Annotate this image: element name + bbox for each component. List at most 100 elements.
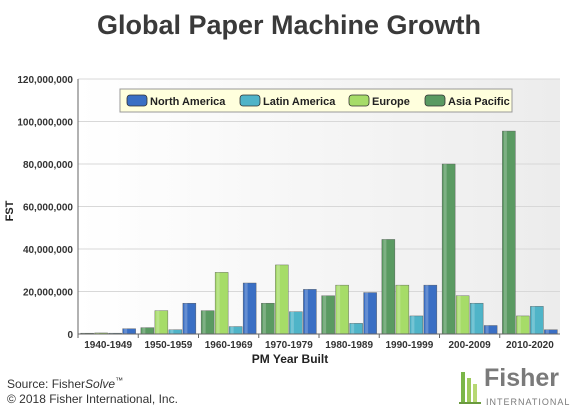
legend-item-europe: Europe xyxy=(348,94,410,108)
bar-north-america xyxy=(303,289,317,335)
y-tick-label: 20,000,000 xyxy=(23,288,73,299)
bar-asia-pacific xyxy=(441,163,456,335)
y-tick-label: 80,000,000 xyxy=(23,160,73,171)
bar-asia-pacific xyxy=(261,302,275,335)
x-tick-label: 1960-1969 xyxy=(205,340,253,351)
y-tick-label: 120,000,000 xyxy=(17,75,73,86)
bar-highlight xyxy=(531,306,535,334)
chart-title: Global Paper Machine Growth xyxy=(96,10,482,40)
bar-europe xyxy=(516,315,530,335)
x-tick-label: 1950-1959 xyxy=(144,340,192,351)
legend-swatch xyxy=(348,94,370,107)
legend-swatch xyxy=(239,94,261,107)
y-tick-label: 0 xyxy=(67,330,73,341)
bar-highlight xyxy=(290,311,294,334)
bar-north-america xyxy=(242,282,257,335)
bar-highlight xyxy=(485,325,489,334)
bar-europe xyxy=(455,295,470,335)
x-axis-ticks: 1940-1949 1950-1959 1960-1969 1970-1979 1980… xyxy=(77,334,554,351)
bar-highlight xyxy=(244,283,248,334)
legend-label: Asia Pacific xyxy=(448,96,510,108)
bar-highlight xyxy=(96,332,100,334)
bar-highlight xyxy=(216,272,220,334)
bar-highlight xyxy=(323,295,327,334)
trademark-symbol: ™ xyxy=(115,376,124,385)
bar-latin-america xyxy=(349,323,363,335)
bar-highlight xyxy=(202,310,206,334)
bar-europe xyxy=(154,310,169,335)
bar-highlight xyxy=(397,285,401,334)
source-italic: Solve xyxy=(85,377,116,391)
x-axis-label: PM Year Built xyxy=(252,352,328,366)
bar-asia-pacific xyxy=(321,295,335,335)
x-tick-label: 1980-1989 xyxy=(325,340,373,351)
legend-item-north-america: North America xyxy=(126,94,226,108)
bar-highlight xyxy=(471,303,475,334)
fisher-logo-mark-icon xyxy=(459,372,481,404)
bar-north-america xyxy=(363,292,377,335)
bar-europe xyxy=(395,284,410,335)
bar-highlight xyxy=(443,164,447,334)
bar-highlight xyxy=(142,327,146,334)
bar-north-america xyxy=(423,284,438,335)
bar-north-america xyxy=(544,329,558,335)
bar-highlight xyxy=(276,264,280,334)
bar-highlight xyxy=(457,295,461,334)
bar-highlight xyxy=(383,239,387,334)
bar-latin-america xyxy=(530,306,544,335)
brand-subtitle: INTERNATIONAL xyxy=(486,397,571,407)
bar-north-america xyxy=(483,325,498,335)
x-tick-label: 2010-2020 xyxy=(506,340,554,351)
legend-label: Latin America xyxy=(263,96,336,108)
legend-swatch xyxy=(126,94,148,107)
bar-highlight xyxy=(351,323,355,334)
y-tick-label: 40,000,000 xyxy=(23,245,73,256)
y-axis-label: FST xyxy=(4,200,16,221)
bar-highlight xyxy=(517,315,521,334)
y-tick-label: 60,000,000 xyxy=(23,203,73,214)
bar-latin-america xyxy=(168,329,183,335)
bar-europe xyxy=(275,264,289,335)
legend-label: North America xyxy=(150,96,226,108)
bar-highlight xyxy=(425,285,429,334)
source-prefix: Source: Fisher xyxy=(7,377,86,391)
bar-north-america xyxy=(182,302,197,335)
bar-highlight xyxy=(365,292,369,334)
bar-asia-pacific xyxy=(200,310,215,335)
bar-latin-america xyxy=(228,326,243,335)
x-tick-label: 200-2009 xyxy=(448,340,491,351)
bar-north-america xyxy=(122,328,136,335)
bar-highlight xyxy=(503,131,507,334)
legend: North America Latin America Europe Asia Pac… xyxy=(119,88,513,113)
legend-box xyxy=(119,88,513,113)
bar-highlight xyxy=(124,328,128,334)
legend-swatch xyxy=(424,94,446,107)
bar-asia-pacific xyxy=(381,239,396,335)
bar-europe xyxy=(335,284,349,335)
brand-name: Fisher xyxy=(484,364,560,392)
bar-europe xyxy=(214,272,229,335)
bar-asia-pacific xyxy=(502,130,516,335)
source-note: Source: FisherSolve™ xyxy=(7,376,123,391)
copyright-note: © 2018 Fisher International, Inc. xyxy=(7,392,178,406)
legend-item-asia-pacific: Asia Pacific xyxy=(424,94,510,108)
bar-highlight xyxy=(230,326,234,334)
bar-latin-america xyxy=(409,315,424,335)
x-tick-label: 1970-1979 xyxy=(265,340,313,351)
y-tick-label: 100,000,000 xyxy=(17,118,73,129)
bars xyxy=(80,130,558,335)
bar-highlight xyxy=(304,289,308,334)
x-tick-label: 1940-1949 xyxy=(84,340,132,351)
legend-item-latin-america: Latin America xyxy=(239,94,336,108)
x-tick-label: 1990-1999 xyxy=(385,340,433,351)
bar-latin-america xyxy=(289,311,303,335)
bar-highlight xyxy=(184,303,188,334)
bar-highlight xyxy=(545,329,549,334)
y-axis-ticks: 0 20,000,000 40,000,000 60,000,000 80,000,00… xyxy=(17,75,73,341)
bar-highlight xyxy=(170,329,174,334)
legend-label: Europe xyxy=(372,96,410,108)
bar-asia-pacific xyxy=(140,327,155,335)
bar-highlight xyxy=(156,310,160,334)
bar-highlight xyxy=(411,315,415,334)
